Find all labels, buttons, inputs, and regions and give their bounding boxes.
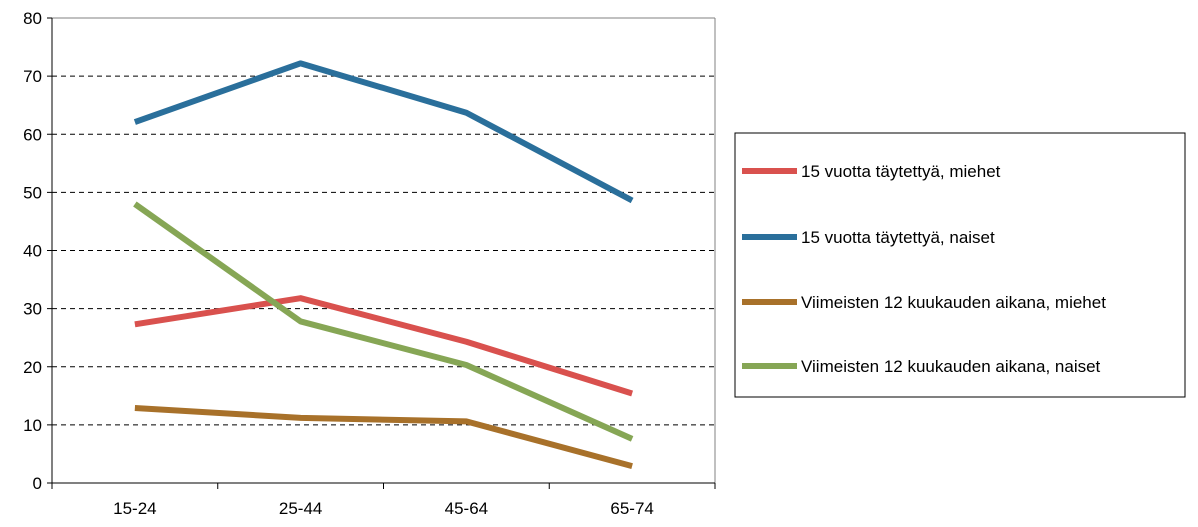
y-tick-label: 20	[23, 358, 42, 377]
x-tick-label: 45-64	[445, 499, 488, 518]
y-tick-label: 10	[23, 416, 42, 435]
series-line	[133, 60, 634, 204]
y-tick-label: 80	[23, 9, 42, 28]
x-axis-ticks: 15-24 25-44 45-64 65-74	[51, 483, 716, 518]
y-tick-label: 70	[23, 67, 42, 86]
gridlines	[52, 75, 715, 426]
y-axis-ticks: 0 10 20 30 40 50 60 70 80	[23, 9, 52, 493]
y-tick-label: 0	[33, 474, 42, 493]
y-tick-label: 40	[23, 242, 42, 261]
y-tick-label: 30	[23, 300, 42, 319]
y-tick-label: 50	[23, 183, 42, 202]
x-tick-label: 15-24	[113, 499, 156, 518]
legend: 15 vuotta täytettyä, miehet 15 vuotta täy…	[734, 132, 1186, 398]
series-lines	[133, 60, 634, 470]
series-line	[134, 295, 634, 397]
x-tick-label: 25-44	[279, 499, 322, 518]
x-tick-label: 65-74	[610, 499, 653, 518]
legend-label: Viimeisten 12 kuukauden aikana, miehet	[801, 293, 1106, 312]
legend-label: 15 vuotta täytettyä, naiset	[801, 228, 995, 247]
legend-box	[734, 132, 1186, 398]
series-line	[134, 405, 633, 470]
legend-label: Viimeisten 12 kuukauden aikana, naiset	[801, 357, 1101, 376]
y-tick-label: 60	[23, 125, 42, 144]
legend-label: 15 vuotta täytettyä, miehet	[801, 162, 1001, 181]
series-line	[133, 201, 634, 442]
